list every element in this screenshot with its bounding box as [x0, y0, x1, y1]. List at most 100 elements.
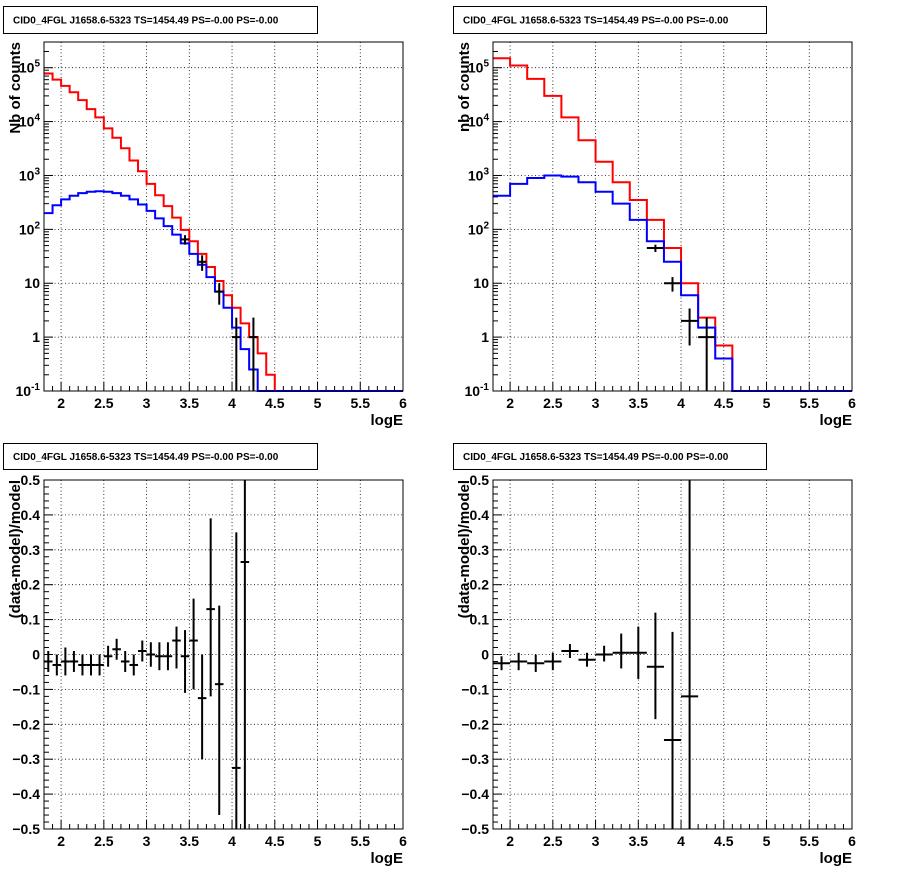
y-tick-label: 10-1 — [465, 382, 490, 399]
chart-title: CID0_4FGL J1658.6-5323 TS=1454.49 PS=-0.… — [13, 452, 279, 463]
y-axis-label: nb of counts — [456, 42, 473, 132]
x-tick-label: 4.5 — [714, 395, 734, 411]
axis-ticks — [492, 479, 853, 830]
x-tick-label: 5 — [763, 395, 771, 411]
data-point — [510, 652, 528, 671]
data-point — [95, 654, 104, 676]
data-point — [214, 283, 224, 305]
x-tick-label: 4.5 — [714, 833, 734, 849]
x-tick-label: 3.5 — [180, 833, 200, 849]
x-tick-label: 5 — [314, 833, 322, 849]
y-tick-label: 103 — [19, 166, 41, 183]
data-point — [112, 638, 121, 660]
data-point — [249, 317, 258, 391]
chart-title: CID0_4FGL J1658.6-5323 TS=1454.49 PS=-0.… — [463, 452, 729, 463]
y-tick-label: 0 — [32, 647, 40, 663]
chart-title: CID0_4FGL J1658.6-5323 TS=1454.49 PS=-0.… — [13, 16, 279, 27]
y-tick-label: 105 — [468, 59, 490, 76]
plot-frame — [492, 479, 853, 830]
x-tick-label: 2 — [57, 395, 65, 411]
plot-frame — [43, 479, 404, 830]
x-tick-label: 5.5 — [800, 395, 820, 411]
y-tick-label: −0.2 — [461, 716, 489, 732]
x-tick-label: 5 — [763, 833, 771, 849]
y-tick-label: 10 — [24, 275, 40, 291]
x-tick-label: 3 — [592, 395, 600, 411]
y-tick-label: 1 — [481, 329, 489, 345]
y-tick-label: −0.4 — [461, 786, 489, 802]
data-point — [561, 644, 579, 658]
data-point — [78, 654, 87, 676]
title-box — [453, 6, 767, 34]
x-tick-label: 2 — [57, 833, 65, 849]
data-point — [493, 656, 511, 671]
x-axis-label: logE — [820, 412, 853, 429]
y-tick-label: 0.5 — [470, 472, 490, 488]
x-tick-label: 4 — [228, 833, 236, 849]
x-tick-label: 6 — [848, 395, 856, 411]
x-tick-label: 2.5 — [94, 833, 114, 849]
data-point — [544, 652, 562, 671]
data-point — [52, 654, 62, 676]
x-tick-label: 3.5 — [629, 395, 649, 411]
title-box — [453, 443, 767, 470]
x-tick-label: 2 — [506, 395, 514, 411]
x-tick-label: 4 — [677, 395, 685, 411]
grid-lines — [493, 42, 852, 391]
x-tick-label: 2.5 — [94, 395, 114, 411]
grid-lines — [44, 42, 403, 391]
data-point — [129, 654, 139, 676]
x-tick-label: 4.5 — [265, 833, 285, 849]
x-tick-label: 3.5 — [180, 395, 200, 411]
data-point — [155, 642, 164, 671]
x-tick-label: 2.5 — [543, 833, 563, 849]
data-point — [120, 651, 130, 672]
chart-title: CID0_4FGL J1658.6-5323 TS=1454.49 PS=-0.… — [463, 16, 729, 27]
x-tick-label: 2 — [506, 833, 514, 849]
data-point — [646, 612, 664, 720]
axis-ticks — [492, 41, 853, 392]
x-tick-label: 3 — [592, 833, 600, 849]
data-point — [172, 626, 181, 669]
data-point — [681, 308, 699, 346]
data-point — [232, 317, 241, 391]
y-tick-label: 10-1 — [16, 382, 41, 399]
x-tick-label: 6 — [848, 833, 856, 849]
data-point — [163, 642, 173, 671]
data-points — [44, 480, 250, 829]
x-tick-label: 2.5 — [543, 395, 563, 411]
data-point — [527, 654, 545, 672]
data-point — [646, 244, 664, 252]
data-point — [197, 654, 207, 760]
y-tick-label: 0.4 — [21, 507, 41, 523]
y-tick-label: 10 — [473, 275, 489, 291]
data-point — [629, 626, 647, 679]
data-points — [180, 235, 258, 391]
data-point — [681, 480, 699, 829]
data-point — [86, 654, 96, 676]
y-axis-label: (data-model)/model — [456, 480, 473, 618]
data-point — [214, 605, 224, 816]
y-tick-label: 105 — [19, 59, 41, 76]
x-tick-label: 3 — [143, 833, 151, 849]
data-point — [69, 651, 79, 672]
y-tick-label: −0.1 — [461, 681, 489, 697]
y-tick-label: 0.3 — [470, 542, 490, 558]
data-point — [578, 652, 596, 667]
data-point — [698, 317, 716, 391]
data-point — [61, 647, 70, 676]
data-point — [663, 631, 682, 829]
total-model-histogram — [493, 57, 852, 392]
y-tick-label: 102 — [468, 220, 490, 237]
x-axis-label: logE — [371, 850, 404, 867]
x-tick-label: 5.5 — [351, 833, 371, 849]
data-point — [146, 642, 156, 667]
y-tick-label: 0 — [481, 647, 489, 663]
data-points — [646, 244, 716, 391]
total-model-histogram — [44, 72, 403, 392]
y-tick-label: 103 — [468, 166, 490, 183]
y-tick-label: 0.1 — [470, 612, 490, 628]
axis-ticks — [43, 41, 404, 392]
y-tick-label: 104 — [468, 113, 490, 130]
